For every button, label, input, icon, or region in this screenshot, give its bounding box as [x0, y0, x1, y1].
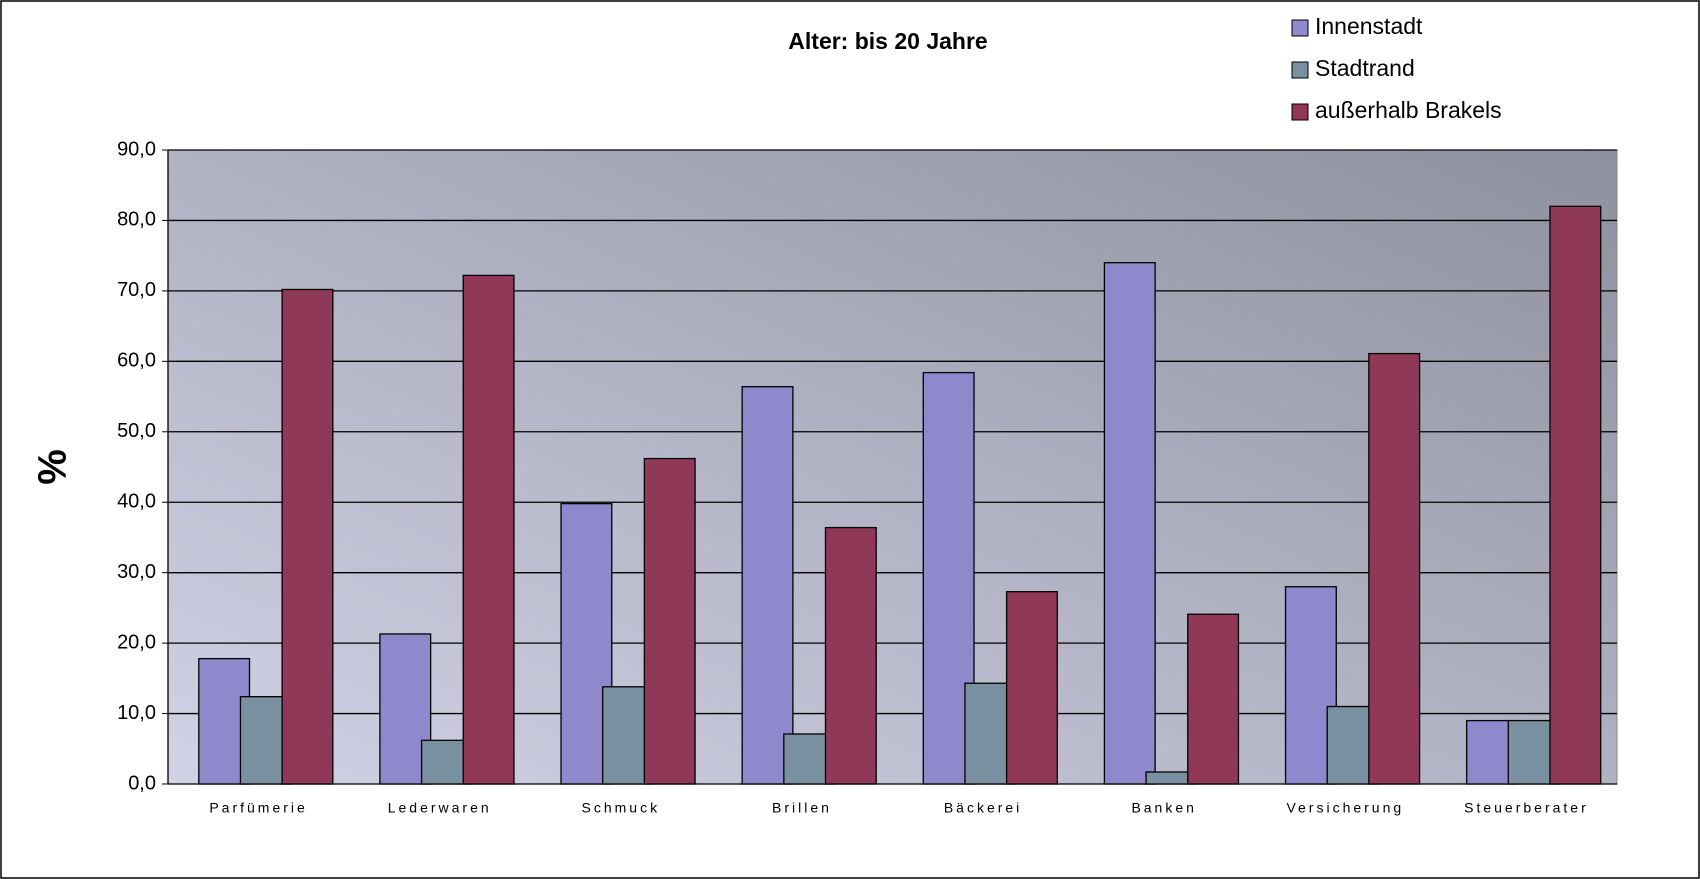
- bar: [1187, 613, 1240, 785]
- x-tick-label: Versicherung: [1286, 800, 1404, 816]
- bar: [1005, 591, 1058, 785]
- y-tick-label: 40,0: [117, 491, 156, 513]
- y-axis-label: %: [31, 449, 75, 485]
- bar: [741, 386, 794, 785]
- legend-label: außerhalb Brakels: [1315, 97, 1502, 123]
- legend-swatch: [1291, 19, 1309, 37]
- x-tick-label: Lederwaren: [388, 800, 492, 816]
- legend-swatch: [1291, 61, 1309, 79]
- legend-label: Stadtrand: [1315, 55, 1415, 81]
- y-tick-label: 70,0: [117, 279, 156, 301]
- y-tick-label: 30,0: [117, 561, 156, 583]
- x-tick-label: Brillen: [772, 800, 832, 816]
- x-tick-label: Steuerberater: [1464, 800, 1589, 816]
- x-tick-label: Banken: [1131, 800, 1196, 816]
- y-tick-label: 90,0: [117, 138, 156, 160]
- bar: [1549, 205, 1602, 785]
- bar: [462, 274, 515, 785]
- x-tick-label: Parfümerie: [209, 800, 307, 816]
- bar: [1368, 352, 1421, 785]
- x-tick-label: Schmuck: [582, 800, 661, 816]
- bar: [1103, 262, 1156, 785]
- legend-swatch: [1291, 103, 1309, 121]
- bar: [824, 526, 877, 785]
- chart-title: Alter: bis 20 Jahre: [788, 28, 987, 54]
- x-tick-label: Bäckerei: [944, 800, 1022, 816]
- y-tick-label: 20,0: [117, 631, 156, 653]
- y-tick-label: 80,0: [117, 209, 156, 231]
- y-tick-label: 10,0: [117, 702, 156, 724]
- y-tick-label: 60,0: [117, 350, 156, 372]
- y-tick-label: 0,0: [128, 772, 156, 794]
- bar: [281, 288, 334, 785]
- y-tick-label: 50,0: [117, 420, 156, 442]
- bar: [643, 457, 696, 785]
- legend-label: Innenstadt: [1315, 13, 1423, 39]
